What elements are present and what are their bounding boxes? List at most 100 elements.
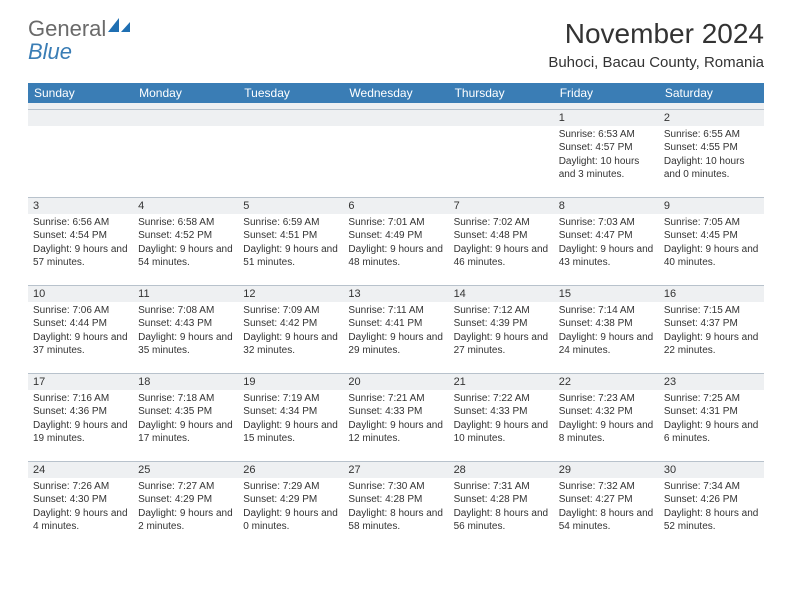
weekday-header: Monday [133, 83, 238, 103]
day-details: Sunrise: 7:09 AMSunset: 4:42 PMDaylight:… [238, 302, 343, 360]
sunrise-line: Sunrise: 7:26 AM [33, 480, 128, 494]
daylight-line: Daylight: 8 hours and 58 minutes. [348, 507, 443, 534]
day-cell: 3Sunrise: 6:56 AMSunset: 4:54 PMDaylight… [28, 197, 133, 285]
day-details: Sunrise: 7:34 AMSunset: 4:26 PMDaylight:… [659, 478, 764, 536]
sunset-line: Sunset: 4:54 PM [33, 229, 128, 243]
sunset-line: Sunset: 4:44 PM [33, 317, 128, 331]
day-details: Sunrise: 7:18 AMSunset: 4:35 PMDaylight:… [133, 390, 238, 448]
day-details: Sunrise: 7:23 AMSunset: 4:32 PMDaylight:… [554, 390, 659, 448]
day-details: Sunrise: 6:53 AMSunset: 4:57 PMDaylight:… [554, 126, 659, 184]
day-number: 9 [659, 198, 764, 214]
sunset-line: Sunset: 4:34 PM [243, 405, 338, 419]
daylight-line: Daylight: 9 hours and 4 minutes. [33, 507, 128, 534]
daylight-line: Daylight: 8 hours and 54 minutes. [559, 507, 654, 534]
day-number: 3 [28, 198, 133, 214]
day-number: 5 [238, 198, 343, 214]
day-cell: 7Sunrise: 7:02 AMSunset: 4:48 PMDaylight… [449, 197, 554, 285]
sunrise-line: Sunrise: 7:16 AM [33, 392, 128, 406]
day-details: Sunrise: 6:59 AMSunset: 4:51 PMDaylight:… [238, 214, 343, 272]
sunset-line: Sunset: 4:37 PM [664, 317, 759, 331]
day-number: 16 [659, 286, 764, 302]
day-cell: 22Sunrise: 7:23 AMSunset: 4:32 PMDayligh… [554, 373, 659, 461]
day-cell: 17Sunrise: 7:16 AMSunset: 4:36 PMDayligh… [28, 373, 133, 461]
weekday-header: Saturday [659, 83, 764, 103]
day-details: Sunrise: 7:25 AMSunset: 4:31 PMDaylight:… [659, 390, 764, 448]
day-number: 22 [554, 374, 659, 390]
day-cell: 12Sunrise: 7:09 AMSunset: 4:42 PMDayligh… [238, 285, 343, 373]
day-number: 13 [343, 286, 448, 302]
sunrise-line: Sunrise: 7:12 AM [454, 304, 549, 318]
sunrise-line: Sunrise: 7:34 AM [664, 480, 759, 494]
sunset-line: Sunset: 4:30 PM [33, 493, 128, 507]
day-cell: 20Sunrise: 7:21 AMSunset: 4:33 PMDayligh… [343, 373, 448, 461]
day-number: 11 [133, 286, 238, 302]
sunrise-line: Sunrise: 7:25 AM [664, 392, 759, 406]
day-details: Sunrise: 7:29 AMSunset: 4:29 PMDaylight:… [238, 478, 343, 536]
sunset-line: Sunset: 4:48 PM [454, 229, 549, 243]
sunset-line: Sunset: 4:39 PM [454, 317, 549, 331]
day-number: 27 [343, 462, 448, 478]
day-cell: 28Sunrise: 7:31 AMSunset: 4:28 PMDayligh… [449, 461, 554, 549]
daylight-line: Daylight: 9 hours and 40 minutes. [664, 243, 759, 270]
day-number: 21 [449, 374, 554, 390]
empty-day-number [133, 110, 238, 126]
title-block: November 2024 Buhoci, Bacau County, Roma… [548, 18, 764, 71]
day-number: 19 [238, 374, 343, 390]
empty-day-number [28, 110, 133, 126]
day-details: Sunrise: 7:08 AMSunset: 4:43 PMDaylight:… [133, 302, 238, 360]
sunrise-line: Sunrise: 7:14 AM [559, 304, 654, 318]
sunrise-line: Sunrise: 7:27 AM [138, 480, 233, 494]
day-cell: 23Sunrise: 7:25 AMSunset: 4:31 PMDayligh… [659, 373, 764, 461]
weekday-header: Sunday [28, 83, 133, 103]
daylight-line: Daylight: 9 hours and 19 minutes. [33, 419, 128, 446]
sunset-line: Sunset: 4:45 PM [664, 229, 759, 243]
daylight-line: Daylight: 8 hours and 52 minutes. [664, 507, 759, 534]
daylight-line: Daylight: 9 hours and 29 minutes. [348, 331, 443, 358]
day-cell: 2Sunrise: 6:55 AMSunset: 4:55 PMDaylight… [659, 109, 764, 197]
weekday-header-row: SundayMondayTuesdayWednesdayThursdayFrid… [28, 83, 764, 103]
day-details: Sunrise: 7:31 AMSunset: 4:28 PMDaylight:… [449, 478, 554, 536]
sunrise-line: Sunrise: 7:22 AM [454, 392, 549, 406]
sunset-line: Sunset: 4:41 PM [348, 317, 443, 331]
sunrise-line: Sunrise: 7:23 AM [559, 392, 654, 406]
daylight-line: Daylight: 9 hours and 32 minutes. [243, 331, 338, 358]
sunset-line: Sunset: 4:57 PM [559, 141, 654, 155]
weekday-header: Wednesday [343, 83, 448, 103]
day-number: 28 [449, 462, 554, 478]
day-cell: 24Sunrise: 7:26 AMSunset: 4:30 PMDayligh… [28, 461, 133, 549]
daylight-line: Daylight: 9 hours and 2 minutes. [138, 507, 233, 534]
daylight-line: Daylight: 9 hours and 35 minutes. [138, 331, 233, 358]
day-number: 12 [238, 286, 343, 302]
day-number: 14 [449, 286, 554, 302]
calendar-body: 1Sunrise: 6:53 AMSunset: 4:57 PMDaylight… [28, 109, 764, 549]
header: General Blue November 2024 Buhoci, Bacau… [28, 18, 764, 71]
day-number: 26 [238, 462, 343, 478]
sunrise-line: Sunrise: 6:53 AM [559, 128, 654, 142]
day-details: Sunrise: 7:21 AMSunset: 4:33 PMDaylight:… [343, 390, 448, 448]
day-cell: 27Sunrise: 7:30 AMSunset: 4:28 PMDayligh… [343, 461, 448, 549]
daylight-line: Daylight: 9 hours and 54 minutes. [138, 243, 233, 270]
daylight-line: Daylight: 10 hours and 0 minutes. [664, 155, 759, 182]
day-details: Sunrise: 7:11 AMSunset: 4:41 PMDaylight:… [343, 302, 448, 360]
daylight-line: Daylight: 9 hours and 27 minutes. [454, 331, 549, 358]
day-cell: 15Sunrise: 7:14 AMSunset: 4:38 PMDayligh… [554, 285, 659, 373]
empty-cell [449, 109, 554, 197]
sunset-line: Sunset: 4:29 PM [138, 493, 233, 507]
sunset-line: Sunset: 4:27 PM [559, 493, 654, 507]
daylight-line: Daylight: 9 hours and 57 minutes. [33, 243, 128, 270]
day-details: Sunrise: 7:01 AMSunset: 4:49 PMDaylight:… [343, 214, 448, 272]
day-number: 29 [554, 462, 659, 478]
day-cell: 10Sunrise: 7:06 AMSunset: 4:44 PMDayligh… [28, 285, 133, 373]
daylight-line: Daylight: 9 hours and 10 minutes. [454, 419, 549, 446]
day-cell: 18Sunrise: 7:18 AMSunset: 4:35 PMDayligh… [133, 373, 238, 461]
calendar-row: 17Sunrise: 7:16 AMSunset: 4:36 PMDayligh… [28, 373, 764, 461]
empty-cell [238, 109, 343, 197]
day-cell: 11Sunrise: 7:08 AMSunset: 4:43 PMDayligh… [133, 285, 238, 373]
empty-day-number [238, 110, 343, 126]
sunrise-line: Sunrise: 7:29 AM [243, 480, 338, 494]
sunset-line: Sunset: 4:28 PM [454, 493, 549, 507]
day-details: Sunrise: 6:56 AMSunset: 4:54 PMDaylight:… [28, 214, 133, 272]
daylight-line: Daylight: 9 hours and 8 minutes. [559, 419, 654, 446]
day-cell: 1Sunrise: 6:53 AMSunset: 4:57 PMDaylight… [554, 109, 659, 197]
sunrise-line: Sunrise: 7:21 AM [348, 392, 443, 406]
